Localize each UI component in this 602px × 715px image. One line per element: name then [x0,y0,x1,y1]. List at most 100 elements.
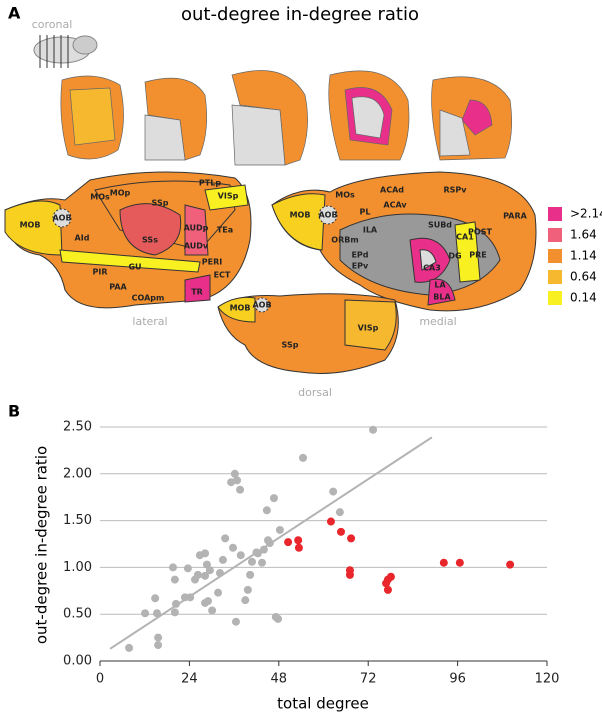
point [345,570,354,579]
x-axis-label: total degree [277,695,369,713]
region-label: PERI [202,258,222,267]
point [170,575,179,584]
point [386,572,395,581]
region-label: ACAd [380,186,404,195]
point [369,425,378,434]
region-label: AOB [52,214,71,223]
region-label: MOB [290,211,311,220]
point [284,538,293,547]
y-tick-label: 0.00 [63,654,92,669]
panel-title: out-degree in-degree ratio [181,4,419,25]
legend-swatch [548,270,562,284]
y-tick-label: 2.50 [63,420,92,435]
view-label: coronal [32,18,73,31]
region-label: CA3 [423,264,441,273]
point [259,545,268,554]
region-label: ACAv [383,201,407,210]
point [154,633,163,642]
point [170,608,179,617]
region-label: COApm [132,294,165,303]
coronal-key [33,35,98,68]
point [241,596,250,605]
point [253,549,262,558]
y-tick-label: 1.00 [63,560,92,575]
point [233,476,242,485]
point [230,469,239,478]
point [439,558,448,567]
x-tick-label: 24 [181,672,198,687]
point [201,571,210,580]
region-label: AOB [252,301,271,310]
region-label: TR [191,288,203,297]
x-tick-label: 72 [360,672,377,687]
point [215,569,224,578]
y-axis-label: out-degree in-degree ratio [33,446,51,644]
legend-swatch [548,207,562,221]
region-label: PAA [109,283,127,292]
point [221,534,230,543]
region-label: SUBd [428,221,452,230]
panel-letter: B [8,402,20,421]
point [228,543,237,552]
point [193,570,202,579]
region-label: SSs [142,236,158,245]
legend: >2.14 1.64 1.14 0.64 0.14 [548,207,602,305]
legend-label: 0.14 [570,291,597,305]
region-label: DG [448,252,461,261]
point [258,558,267,567]
view-label: dorsal [298,386,332,399]
point [169,563,178,572]
region-label: CA1 [456,233,474,242]
region-label: BLA [433,293,451,302]
region-label: AUDv [184,242,209,251]
region-label: LA [434,281,446,290]
point [186,593,195,602]
point [294,536,303,545]
point [236,485,245,494]
point [265,539,274,548]
region-label: SSp [282,341,299,350]
point [236,551,245,560]
region-label: MOp [110,189,131,198]
x-tick-label: 48 [271,672,288,687]
region-label: POST [468,228,492,237]
point [246,570,255,579]
region-label: VISp [358,324,379,333]
point [326,517,335,526]
region-label: ECT [214,271,231,280]
region-label: PL [360,208,371,217]
point [329,487,338,496]
x-tick-label: 120 [535,672,560,687]
legend-label: 0.64 [570,270,597,284]
coronal-sections [60,70,512,166]
point [218,555,227,564]
point [151,594,160,603]
point [205,566,214,575]
region-label: MOs [90,193,110,202]
point [337,527,346,536]
region-label: TEa [217,226,233,235]
point [208,606,217,615]
point [382,579,391,588]
region-label: PIR [93,268,108,277]
region-label: ORBm [331,236,358,245]
region-label: AOB [318,211,337,220]
region-label: AId [75,234,90,243]
point [171,599,180,608]
region-label: MOB [230,304,251,313]
point [335,508,344,517]
region-label: MOs [335,191,355,200]
region-label: ILA [363,226,378,235]
point [347,534,356,543]
region-label: PTLp [199,179,221,188]
point [201,549,210,558]
region-label: VISp [218,192,239,201]
y-tick-label: 1.50 [63,513,92,528]
point [231,617,240,626]
view-label: lateral [132,315,167,328]
region-label: PARA [503,212,527,221]
legend-label: 1.14 [570,249,597,263]
x-tick-label: 96 [449,672,466,687]
point [204,597,213,606]
